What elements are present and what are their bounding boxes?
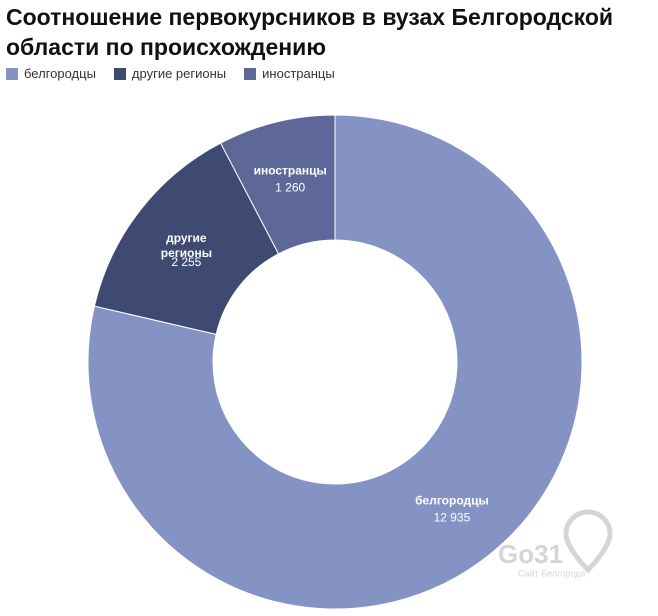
donut-slice: [87, 114, 583, 610]
slice-label-line: другие: [166, 231, 207, 245]
slice-label: иностранцы: [254, 164, 327, 178]
legend-item: иностранцы: [244, 66, 335, 81]
legend: белгородцы другие регионы иностранцы: [6, 66, 335, 81]
legend-swatch: [6, 67, 18, 80]
slice-label: белгородцы: [415, 493, 489, 507]
slice-label: другие регионы: [161, 231, 212, 260]
watermark: Go31 Сайт Белгорода: [498, 509, 613, 578]
watermark-logo: Go31: [498, 539, 563, 569]
legend-label: белгородцы: [24, 66, 96, 81]
legend-label: иностранцы: [262, 66, 335, 81]
legend-item: другие регионы: [113, 66, 227, 81]
watermark-caption: Сайт Белгорода: [518, 568, 585, 578]
slice-value: 1 260: [275, 181, 305, 195]
donut-slice: [219, 114, 336, 255]
legend-item: белгородцы: [6, 66, 96, 81]
donut-slice: [93, 142, 280, 335]
slice-value: 12 935: [434, 510, 471, 524]
legend-label: другие регионы: [131, 66, 227, 81]
legend-swatch: [113, 67, 126, 80]
slice-label-line: регионы: [161, 246, 212, 260]
slice-value: 2 255: [171, 255, 201, 269]
chart-title: Соотношение первокурсников в вузах Белго…: [6, 4, 614, 60]
legend-swatch: [244, 67, 257, 80]
